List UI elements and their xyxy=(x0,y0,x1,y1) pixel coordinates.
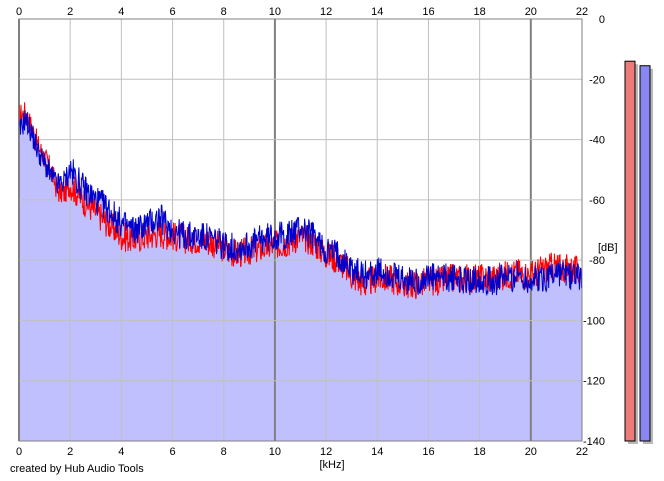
x-tick-label-bottom: 18 xyxy=(474,446,486,458)
x-tick-label-top: 10 xyxy=(269,6,281,18)
x-tick-label-top: 12 xyxy=(320,6,332,18)
x-tick-label-bottom: 10 xyxy=(269,446,281,458)
y-tick-label: -120 xyxy=(583,376,605,388)
x-tick-label-bottom: 4 xyxy=(118,446,124,458)
y-tick-label: 0 xyxy=(599,14,605,26)
x-tick-label-bottom: 8 xyxy=(221,446,227,458)
x-tick-label-top: 16 xyxy=(422,6,434,18)
x-tick-label-top: 22 xyxy=(576,6,588,18)
y-tick-label: -100 xyxy=(583,315,605,327)
y-tick-label: -140 xyxy=(583,436,605,448)
plot-border xyxy=(18,18,583,442)
level-meter-blue xyxy=(639,65,651,442)
x-tick-label-bottom: 2 xyxy=(67,446,73,458)
x-tick-label-top: 20 xyxy=(525,6,537,18)
x-tick-label-bottom: 12 xyxy=(320,446,332,458)
x-tick-label-top: 6 xyxy=(169,6,175,18)
series-line-blue xyxy=(18,110,583,297)
x-tick-label-top: 14 xyxy=(371,6,383,18)
x-tick-label-bottom: 6 xyxy=(169,446,175,458)
x-tick-label-top: 4 xyxy=(118,6,124,18)
y-axis-unit-label: [dB] xyxy=(598,242,618,254)
x-tick-label-bottom: 0 xyxy=(16,446,22,458)
x-axis-unit-label: [kHz] xyxy=(319,459,344,471)
y-tick-label: -40 xyxy=(589,135,605,147)
x-tick-label-top: 2 xyxy=(67,6,73,18)
x-tick-label-top: 8 xyxy=(221,6,227,18)
y-tick-label: -80 xyxy=(589,255,605,267)
credit-text: created by Hub Audio Tools xyxy=(10,463,144,475)
y-tick-label: -60 xyxy=(589,195,605,207)
x-tick-label-top: 0 xyxy=(16,6,22,18)
x-tick-label-bottom: 20 xyxy=(525,446,537,458)
x-tick-label-bottom: 22 xyxy=(576,446,588,458)
spectrum-fill-area xyxy=(19,102,582,442)
y-tick-label: -20 xyxy=(589,74,605,86)
x-tick-label-bottom: 16 xyxy=(422,446,434,458)
x-tick-label-bottom: 14 xyxy=(371,446,383,458)
level-meter-red xyxy=(624,60,636,442)
x-tick-label-top: 18 xyxy=(474,6,486,18)
